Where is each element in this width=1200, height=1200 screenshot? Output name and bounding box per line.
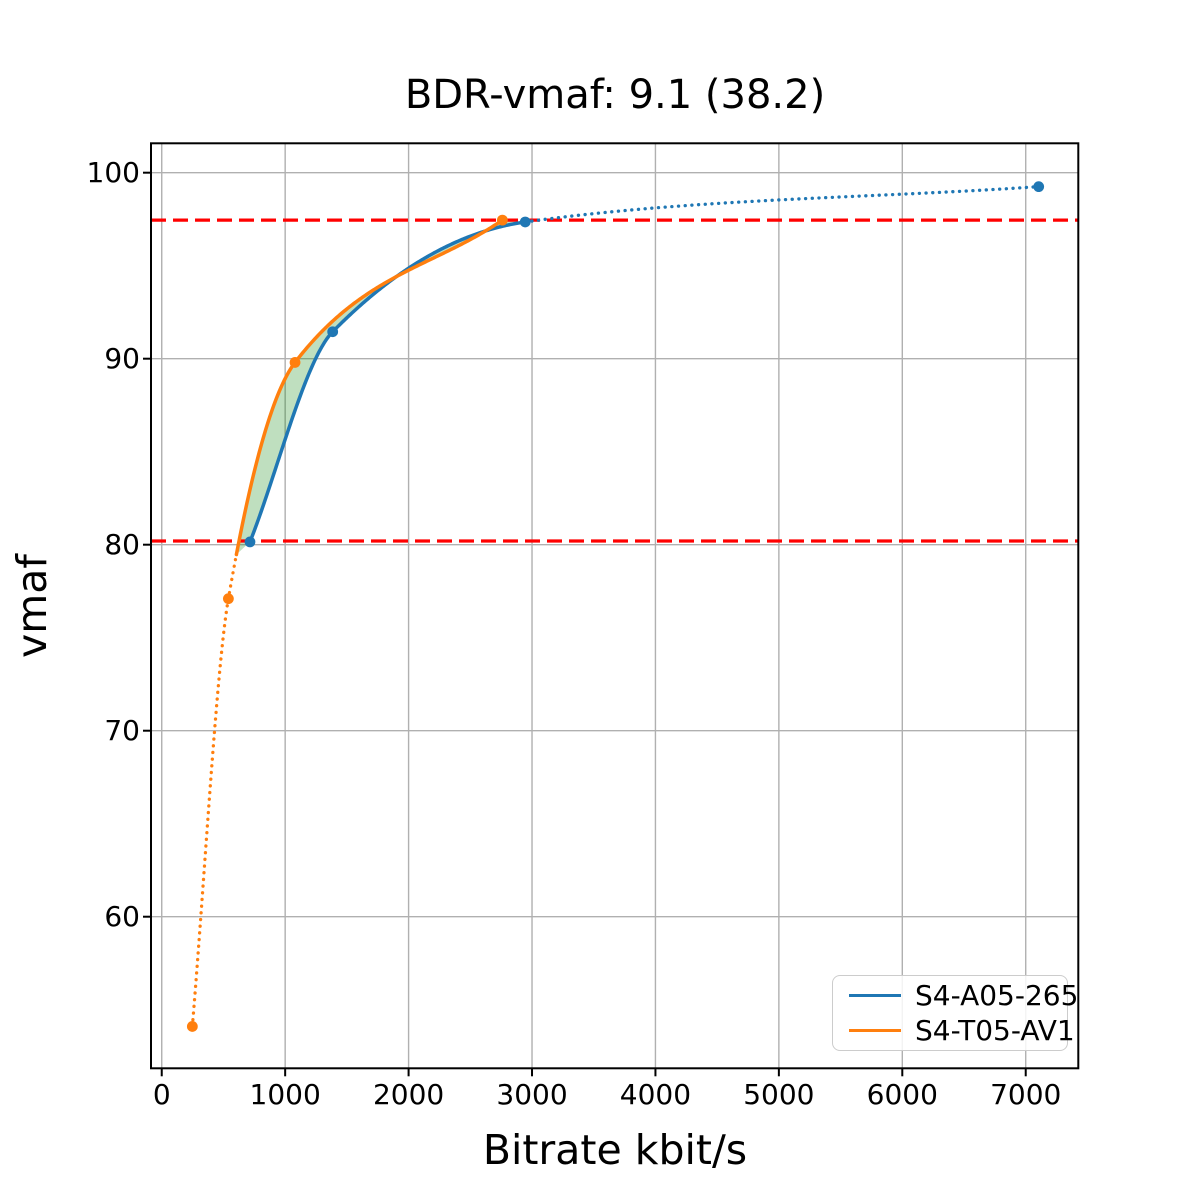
x-tick-label-4000: 4000 [619, 1078, 692, 1111]
series-s4-t05-av1-curve [190, 218, 505, 1029]
series-s4-a05-265-markers [244, 181, 1045, 548]
data-point-marker [496, 214, 508, 226]
y-tick-label-60: 60 [104, 899, 140, 933]
series-s4-a05-265-curve [248, 184, 1041, 544]
axes-spines [150, 142, 1080, 1070]
x-tick-label-6000: 6000 [866, 1078, 938, 1111]
legend-entry-s4-t05-av1: S4-T05-AV1 [833, 1013, 1075, 1048]
x-tick-label-1000: 1000 [249, 1078, 321, 1111]
y-tick-label-70: 70 [104, 713, 140, 747]
data-point-marker [327, 326, 339, 338]
legend-entry-s4-a05-265: S4-A05-265 [833, 978, 1078, 1013]
chart-title: BDR-vmaf: 9.1 (38.2) [404, 72, 826, 118]
x-axis-label: Bitrate kbit/s [482, 1126, 748, 1174]
x-tick-label-3000: 3000 [496, 1078, 568, 1111]
y-tick-label-100: 100 [86, 155, 140, 189]
legend-label: S4-A05-265 [915, 979, 1079, 1012]
series-s4-t05-av1-markers [186, 214, 508, 1032]
data-point-marker [222, 593, 234, 605]
legend-line-icon [849, 1029, 901, 1032]
y-tick-label-90: 90 [104, 341, 140, 375]
gridlines [151, 143, 1079, 1069]
data-point-marker [519, 216, 531, 228]
data-point-marker [244, 536, 256, 548]
legend-line-icon [849, 994, 901, 997]
x-tick-label-5000: 5000 [743, 1078, 815, 1111]
y-tick-label-80: 80 [104, 527, 140, 561]
legend-label: S4-T05-AV1 [915, 1014, 1075, 1047]
overlap-bound-lines [151, 218, 1079, 543]
x-tick-label-2000: 2000 [372, 1078, 445, 1111]
data-point-marker [1033, 181, 1045, 193]
x-tick-label-0: 0 [152, 1078, 171, 1111]
x-tick-label-7000: 7000 [990, 1078, 1062, 1111]
legend: S4-A05-265 S4-T05-AV1 [832, 975, 1078, 1051]
data-point-marker [289, 357, 301, 368]
data-point-marker [186, 1021, 198, 1032]
tick-marks [143, 171, 1027, 1077]
